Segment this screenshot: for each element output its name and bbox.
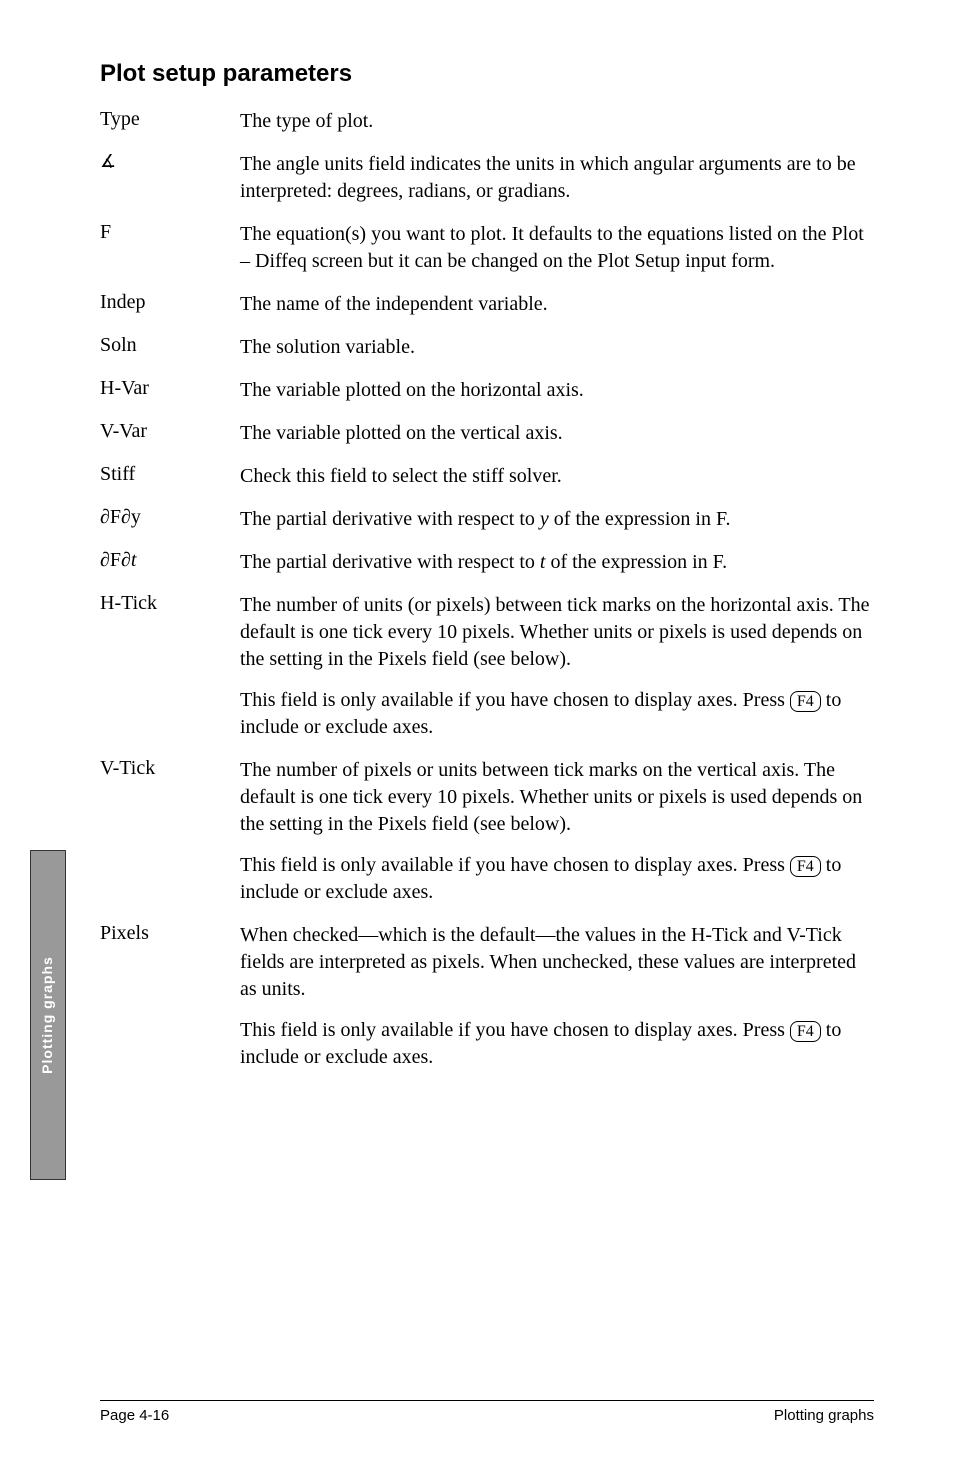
page-title: Plot setup parameters [100,60,874,88]
footer-right: Plotting graphs [774,1407,874,1424]
param-f: F The equation(s) you want to plot. It d… [100,221,874,275]
param-name-indep: Indep [100,291,240,318]
param-hvar: H-Var The variable plotted on the horizo… [100,377,874,404]
param-desc-type: The type of plot. [240,108,874,135]
param-name-angle: ∡ [100,151,240,205]
param-dfdy: ∂F∂y The partial derivative with respect… [100,506,874,533]
param-angle: ∡ The angle units field indicates the un… [100,151,874,205]
htick-p1: The number of units (or pixels) between … [240,592,874,673]
dfdy-italic: y [540,508,549,530]
dfdt-text1: The partial derivative with respect to [240,551,540,573]
footer: Page 4-16 Plotting graphs [100,1400,874,1424]
param-desc-indep: The name of the independent variable. [240,291,874,318]
dfdy-text1: The partial derivative with respect to [240,508,540,530]
param-name-vvar: V-Var [100,420,240,447]
param-name-dfdt: ∂F∂t [100,549,240,576]
dfdy-text2: of the expression in F. [549,508,731,530]
param-name-type: Type [100,108,240,135]
vtick-p2: This field is only available if you have… [240,852,874,906]
side-tab: Plotting graphs [30,850,66,1180]
f4-key-icon: F4 [790,1021,821,1042]
pixels-p1: When checked—which is the default—the va… [240,922,874,1003]
param-stiff: Stiff Check this field to select the sti… [100,463,874,490]
dfdt-text2: of the expression in F. [545,551,727,573]
param-indep: Indep The name of the independent variab… [100,291,874,318]
side-tab-text: Plotting graphs [39,956,55,1074]
param-soln: Soln The solution variable. [100,334,874,361]
param-desc-angle: The angle units field indicates the unit… [240,151,874,205]
param-desc-pixels: When checked—which is the default—the va… [240,922,874,1071]
param-desc-hvar: The variable plotted on the horizontal a… [240,377,874,404]
f4-key-icon: F4 [790,691,821,712]
param-dfdt: ∂F∂t The partial derivative with respect… [100,549,874,576]
param-name-dfdy: ∂F∂y [100,506,240,533]
param-name-vtick: V-Tick [100,757,240,906]
param-desc-stiff: Check this field to select the stiff sol… [240,463,874,490]
dfdt-name-pre: ∂F∂ [100,549,131,571]
htick-p2: This field is only available if you have… [240,687,874,741]
param-name-htick: H-Tick [100,592,240,741]
htick-p2a: This field is only available if you have… [240,689,790,711]
vtick-p2a: This field is only available if you have… [240,854,790,876]
dfdt-name-italic: t [131,549,137,571]
param-vtick: V-Tick The number of pixels or units bet… [100,757,874,906]
param-name-soln: Soln [100,334,240,361]
param-desc-f: The equation(s) you want to plot. It def… [240,221,874,275]
param-desc-dfdy: The partial derivative with respect to y… [240,506,874,533]
f4-key-icon: F4 [790,856,821,877]
footer-left: Page 4-16 [100,1407,169,1424]
param-pixels: Pixels When checked—which is the default… [100,922,874,1071]
param-name-pixels: Pixels [100,922,240,1071]
param-htick: H-Tick The number of units (or pixels) b… [100,592,874,741]
param-name-stiff: Stiff [100,463,240,490]
param-type: Type The type of plot. [100,108,874,135]
param-desc-htick: The number of units (or pixels) between … [240,592,874,741]
param-desc-vtick: The number of pixels or units between ti… [240,757,874,906]
param-name-hvar: H-Var [100,377,240,404]
pixels-p2a: This field is only available if you have… [240,1019,790,1041]
param-name-f: F [100,221,240,275]
param-vvar: V-Var The variable plotted on the vertic… [100,420,874,447]
param-desc-dfdt: The partial derivative with respect to t… [240,549,874,576]
param-desc-vvar: The variable plotted on the vertical axi… [240,420,874,447]
pixels-p2: This field is only available if you have… [240,1017,874,1071]
param-desc-soln: The solution variable. [240,334,874,361]
vtick-p1: The number of pixels or units between ti… [240,757,874,838]
